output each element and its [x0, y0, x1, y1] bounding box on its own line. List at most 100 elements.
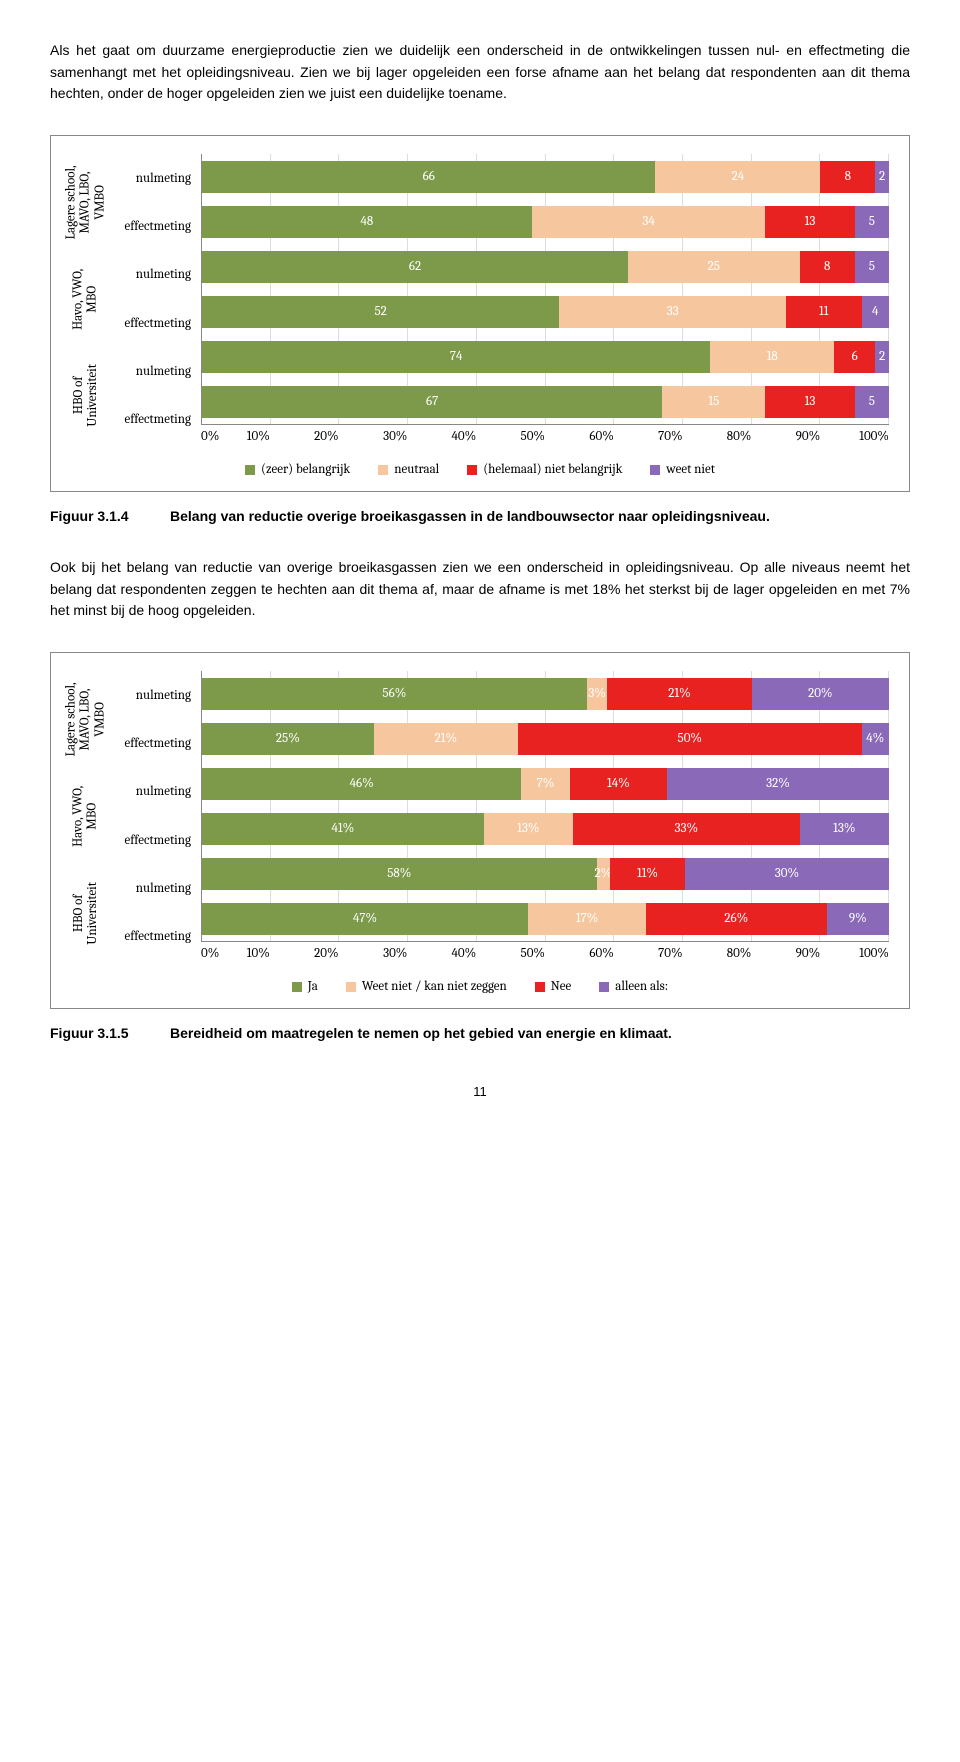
bar-segment: 21%	[607, 678, 751, 710]
legend-item: Nee	[535, 979, 571, 994]
bar-segment: 66	[202, 161, 655, 193]
stacked-bar: 58%2%11%30%	[202, 858, 889, 890]
legend-item: (helemaal) niet belangrijk	[467, 462, 622, 477]
bar-segment: 2%	[597, 858, 611, 890]
stacked-bar: 6715135	[202, 386, 889, 418]
bar-segment: 5	[855, 386, 889, 418]
legend-label: Nee	[551, 979, 571, 994]
bar-segment: 9%	[827, 903, 889, 935]
bar-segment: 4%	[862, 723, 889, 755]
row-label: effectmeting	[101, 202, 201, 250]
row-label: effectmeting	[101, 719, 201, 767]
bar-segment: 26%	[646, 903, 826, 935]
bar-segment: 17%	[528, 903, 646, 935]
legend-swatch	[599, 982, 609, 992]
row-label: nulmeting	[101, 251, 201, 299]
x-tick: 10%	[201, 946, 270, 961]
row-label: effectmeting	[101, 396, 201, 444]
stacked-bar: 741862	[202, 341, 889, 373]
chart-1: Lagere school,MAVO, LBO,VMBO Havo, VWO,MB…	[50, 135, 910, 492]
stacked-bar: 46%7%14%32%	[202, 768, 889, 800]
stacked-bar: 25%21%50%4%	[202, 723, 889, 755]
x-tick: 10%	[201, 429, 270, 444]
bar-segment: 11%	[610, 858, 685, 890]
bar-segment: 33%	[573, 813, 800, 845]
bar-segment: 21%	[374, 723, 518, 755]
legend-swatch	[467, 465, 477, 475]
row-label: nulmeting	[101, 154, 201, 202]
paragraph-2: Ook bij het belang van reductie van over…	[50, 557, 910, 622]
paragraph-1: Als het gaat om duurzame energieproducti…	[50, 40, 910, 105]
y-group-label: Havo, VWO,MBO	[72, 268, 101, 329]
bar-segment: 11	[786, 296, 862, 328]
bar-segment: 4	[862, 296, 889, 328]
y-group-label: Lagere school,MAVO, LBO,VMBO	[65, 165, 108, 239]
row-label: nulmeting	[101, 671, 201, 719]
figure-caption-1: Figuur 3.1.4 Belang van reductie overige…	[50, 506, 910, 527]
row-label: effectmeting	[101, 913, 201, 961]
x-tick: 50%	[476, 946, 545, 961]
stacked-bar: 662482	[202, 161, 889, 193]
row-label: nulmeting	[101, 768, 201, 816]
x-tick: 40%	[407, 946, 476, 961]
y-group-label: HBO ofUniversiteit	[72, 881, 101, 944]
legend-label: weet niet	[666, 462, 715, 477]
bar-segment: 2	[875, 341, 889, 373]
legend-swatch	[245, 465, 255, 475]
bar-segment: 48	[202, 206, 532, 238]
legend-swatch	[378, 465, 388, 475]
legend-swatch	[650, 465, 660, 475]
stacked-bar: 4834135	[202, 206, 889, 238]
bar-segment: 30%	[685, 858, 889, 890]
bar-segment: 2	[875, 161, 889, 193]
bar-segment: 24	[655, 161, 820, 193]
chart-2: Lagere school,MAVO, LBO,VMBOHavo, VWO,MB…	[50, 652, 910, 1009]
legend-item: neutraal	[378, 462, 439, 477]
legend-label: alleen als:	[615, 979, 668, 994]
legend-item: (zeer) belangrijk	[245, 462, 350, 477]
row-label: nulmeting	[101, 864, 201, 912]
legend-item: weet niet	[650, 462, 715, 477]
bar-segment: 25%	[202, 723, 374, 755]
bar-segment: 13%	[800, 813, 889, 845]
x-tick: 60%	[545, 946, 614, 961]
legend-item: Ja	[292, 979, 318, 994]
bar-segment: 32%	[667, 768, 889, 800]
legend-swatch	[346, 982, 356, 992]
legend-item: alleen als:	[599, 979, 668, 994]
y-group-label: Lagere school,MAVO, LBO,VMBO	[65, 682, 108, 756]
caption-label: Figuur 3.1.5	[50, 1023, 170, 1044]
x-tick: 90%	[751, 946, 820, 961]
chart-legend: JaWeet niet / kan niet zeggenNeealleen a…	[71, 979, 889, 994]
x-tick: 90%	[751, 429, 820, 444]
stacked-bar: 47%17%26%9%	[202, 903, 889, 935]
stacked-bar: 41%13%33%13%	[202, 813, 889, 845]
bar-segment: 15	[662, 386, 765, 418]
legend-swatch	[292, 982, 302, 992]
bar-segment: 50%	[518, 723, 862, 755]
bar-segment: 8	[820, 161, 875, 193]
legend-label: (helemaal) niet belangrijk	[483, 462, 622, 477]
x-tick: 100%	[820, 946, 889, 961]
row-label: effectmeting	[101, 299, 201, 347]
caption-text: Bereidheid om maatregelen te nemen op he…	[170, 1023, 910, 1044]
bar-segment: 5	[855, 251, 889, 283]
bar-segment: 13	[765, 206, 854, 238]
bar-segment: 34	[532, 206, 766, 238]
bar-segment: 47%	[202, 903, 528, 935]
bar-segment: 3%	[587, 678, 608, 710]
bar-segment: 8	[800, 251, 855, 283]
bar-segment: 25	[628, 251, 800, 283]
x-tick: 30%	[339, 946, 408, 961]
bar-segment: 62	[202, 251, 628, 283]
caption-text: Belang van reductie overige broeikasgass…	[170, 506, 910, 527]
x-tick: 80%	[683, 946, 752, 961]
bar-segment: 20%	[752, 678, 889, 710]
bar-segment: 74	[202, 341, 710, 373]
x-tick: 50%	[476, 429, 545, 444]
legend-label: Ja	[308, 979, 318, 994]
legend-swatch	[535, 982, 545, 992]
x-tick: 20%	[270, 946, 339, 961]
x-tick: 30%	[339, 429, 408, 444]
bar-segment: 14%	[570, 768, 667, 800]
